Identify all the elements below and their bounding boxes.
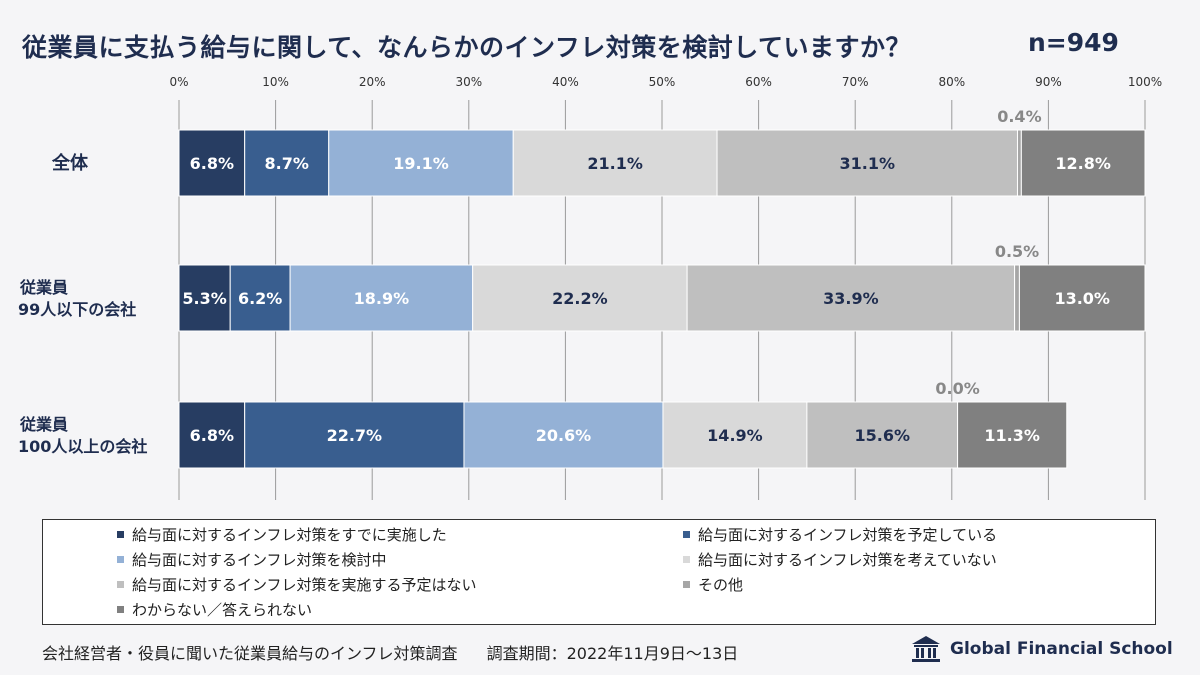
- legend-swatch: [683, 581, 690, 588]
- bar-segment: [662, 401, 808, 469]
- legend-label: 給与面に対するインフレ対策を実施する予定はない: [132, 576, 477, 594]
- brand-name: Global Financial School: [950, 639, 1173, 659]
- x-tick-label: 10%: [262, 75, 289, 89]
- bar-segment: [1014, 264, 1020, 332]
- data-label-small: 0.5%: [995, 242, 1039, 261]
- bar-segment: [178, 264, 231, 332]
- legend-item: 給与面に対するインフレ対策を検討中: [117, 549, 387, 570]
- legend-label: わからない／答えられない: [132, 601, 313, 619]
- x-tick-label: 0%: [169, 75, 188, 89]
- category-label-line: 従業員: [19, 278, 68, 297]
- legend-item: 給与面に対するインフレ対策を予定している: [683, 524, 997, 545]
- x-tick-label: 60%: [745, 75, 772, 89]
- legend-item: わからない／答えられない: [117, 599, 312, 620]
- data-label: 11.3%: [984, 426, 1040, 445]
- category-label: 従業員 99人以下の会社: [18, 278, 136, 319]
- data-label: 13.0%: [1054, 289, 1110, 308]
- data-label-small: 0.0%: [935, 379, 979, 398]
- legend-swatch: [117, 531, 124, 538]
- data-label: 33.9%: [823, 289, 879, 308]
- data-label: 22.2%: [552, 289, 608, 308]
- x-tick-label: 40%: [552, 75, 579, 89]
- x-tick-label: 80%: [938, 75, 965, 89]
- x-tick-label: 20%: [359, 75, 386, 89]
- chart-legend: 給与面に対するインフレ対策をすでに実施した 給与面に対するインフレ対策を予定してい…: [42, 519, 1156, 625]
- bar-segment: [328, 129, 514, 197]
- x-tick-label: 50%: [649, 75, 676, 89]
- bar-segment: [289, 264, 474, 332]
- legend-swatch: [117, 581, 124, 588]
- data-label: 18.9%: [354, 289, 410, 308]
- legend-label: 給与面に対するインフレ対策を検討中: [132, 551, 387, 569]
- survey-name: 会社経営者・役員に聞いた従業員給与のインフレ対策調査: [42, 644, 458, 663]
- category-label-line: 従業員: [19, 415, 68, 434]
- x-tick-label: 90%: [1035, 75, 1062, 89]
- data-label: 12.8%: [1055, 154, 1111, 173]
- legend-item: 給与面に対するインフレ対策をすでに実施した: [117, 524, 447, 545]
- bar-segment: [686, 264, 1016, 332]
- bar-segment: [178, 129, 246, 197]
- data-label: 20.6%: [536, 426, 592, 445]
- data-label: 19.1%: [393, 154, 449, 173]
- x-tick-label: 30%: [455, 75, 482, 89]
- legend-item: その他: [683, 574, 743, 595]
- category-label: 全体: [51, 152, 89, 174]
- data-label: 15.6%: [854, 426, 910, 445]
- data-label-small: 0.4%: [997, 107, 1041, 126]
- chart-title: 従業員に支払う給与に関して、なんらかのインフレ対策を検討していますか？: [22, 33, 912, 62]
- bar-segment: [472, 264, 688, 332]
- bar-segment: [957, 401, 1068, 469]
- bar-segment: [244, 129, 330, 197]
- category-label-line: 100人以上の会社: [18, 437, 147, 456]
- data-label: 22.7%: [327, 426, 383, 445]
- legend-item: 給与面に対するインフレ対策を実施する予定はない: [117, 574, 477, 595]
- bar-segment: [229, 264, 291, 332]
- legend-item: 給与面に対するインフレ対策を考えていない: [683, 549, 997, 570]
- legend-swatch: [683, 556, 690, 563]
- data-label: 6.8%: [190, 154, 234, 173]
- data-label: 21.1%: [587, 154, 643, 173]
- legend-label: 給与面に対するインフレ対策を考えていない: [698, 551, 997, 569]
- bar-segment: [1018, 264, 1146, 332]
- legend-swatch: [117, 606, 124, 613]
- data-label: 8.7%: [265, 154, 309, 173]
- school-building-icon: [912, 636, 940, 662]
- data-label: 31.1%: [840, 154, 896, 173]
- category-label-line: 全体: [51, 152, 89, 174]
- bar-segment: [806, 401, 959, 469]
- footer-source: 会社経営者・役員に聞いた従業員給与のインフレ対策調査 調査期間：2022年11月…: [42, 640, 738, 664]
- legend-swatch: [117, 556, 124, 563]
- bar-segment: [463, 401, 664, 469]
- legend-label: その他: [698, 576, 744, 594]
- survey-period: 調査期間：2022年11月9日〜13日: [486, 644, 739, 663]
- legend-swatch: [683, 531, 690, 538]
- brand-logo: Global Financial School: [910, 634, 1173, 664]
- category-label-line: 99人以下の会社: [18, 300, 136, 319]
- category-label: 従業員 100人以上の会社: [18, 415, 147, 456]
- bar-segment: [1020, 129, 1146, 197]
- legend-label: 給与面に対するインフレ対策をすでに実施した: [132, 526, 447, 544]
- data-label: 5.3%: [182, 289, 226, 308]
- bar-segment: [1016, 129, 1022, 197]
- data-label: 6.2%: [238, 289, 282, 308]
- x-tick-label: 100%: [1128, 75, 1162, 89]
- legend-label: 給与面に対するインフレ対策を予定している: [698, 526, 998, 544]
- x-tick-label: 70%: [842, 75, 869, 89]
- data-label: 14.9%: [707, 426, 763, 445]
- sample-size: n=949: [1028, 28, 1119, 57]
- stacked-bar-chart: 0% 10% 20% 30% 40% 50% 60% 70% 80% 90% 100% 全体 6.8% 8…: [18, 75, 1162, 500]
- data-label: 6.8%: [190, 426, 234, 445]
